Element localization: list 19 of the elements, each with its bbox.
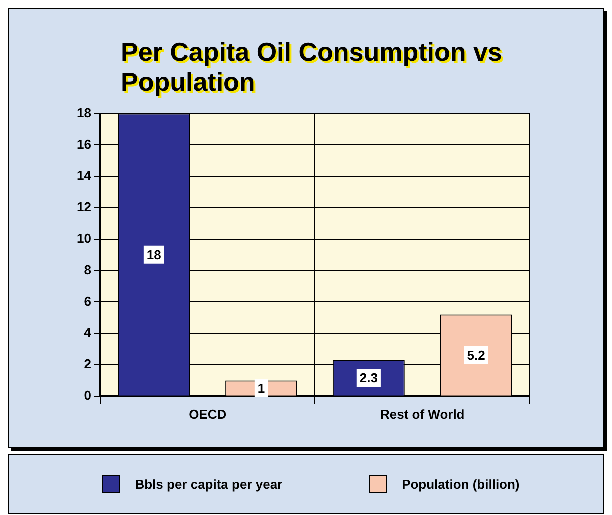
legend-label: Population (billion) [402,476,520,492]
x-tick-label: OECD [189,406,227,422]
y-tick-label: 6 [84,294,92,309]
legend-label: Bbls per capita per year [135,476,283,492]
x-tick-label: Rest of World [380,406,465,422]
y-tick-label: 2 [84,356,92,372]
y-tick-label: 8 [84,262,92,278]
y-tick-label: 4 [84,325,92,340]
y-tick-label: 14 [76,168,92,184]
y-tick-label: 10 [76,230,92,246]
y-tick-label: 18 [76,105,92,120]
chart-title: Per Capita Oil Consumption vs Population [121,37,504,97]
y-tick-label: 0 [84,388,92,403]
data-label: 2.3 [360,370,378,386]
data-label: 5.2 [467,348,486,363]
y-tick-label: 12 [76,200,92,215]
y-tick-label: 16 [76,136,92,152]
data-label: 1 [258,380,266,396]
data-label: 18 [146,247,162,262]
